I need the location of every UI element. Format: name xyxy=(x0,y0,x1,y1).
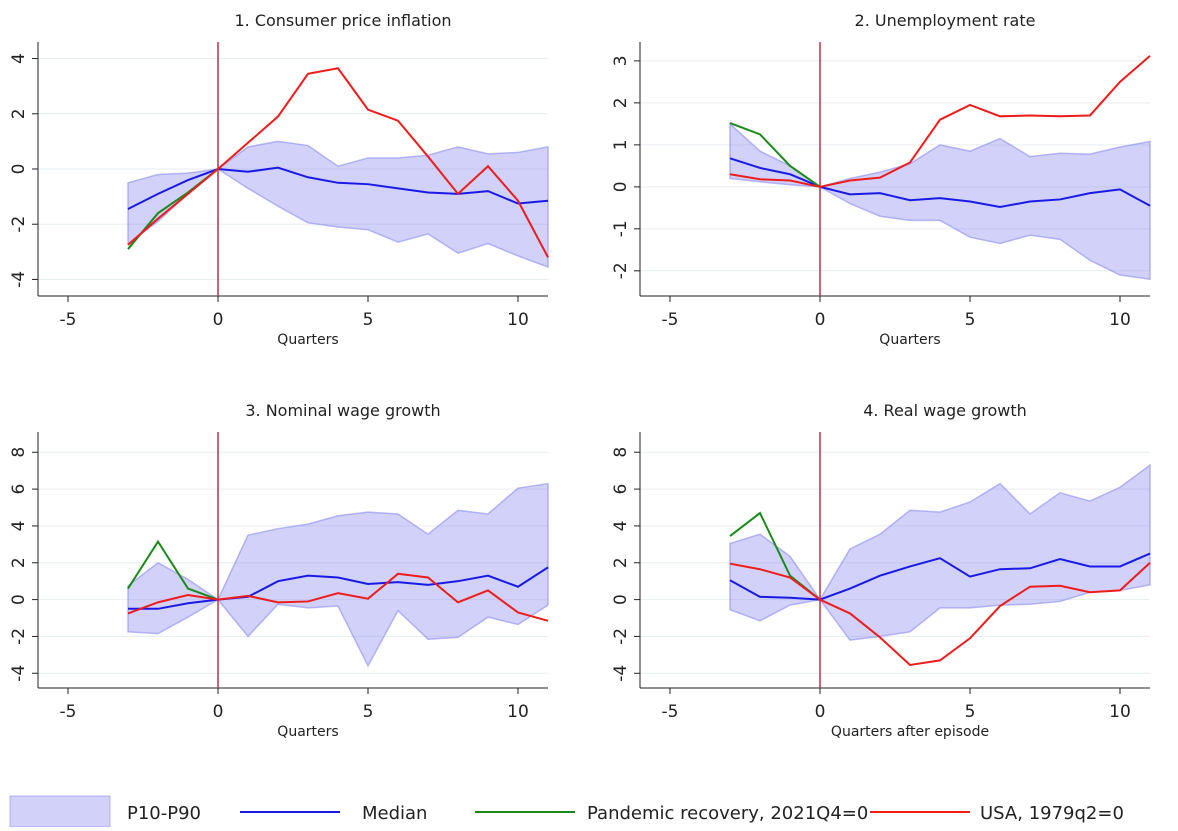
x-tick-label: 0 xyxy=(815,702,826,722)
y-tick-label: 0 xyxy=(9,594,29,605)
x-tick-label: 5 xyxy=(363,310,374,330)
series-line xyxy=(127,166,549,210)
y-tick-label: -2 xyxy=(611,628,631,645)
x-tick-label: 0 xyxy=(815,310,826,330)
legend-label: P10-P90 xyxy=(127,803,201,824)
y-tick-label: 2 xyxy=(9,557,29,568)
x-tick-label: 5 xyxy=(363,702,374,722)
chart-title: 1. Consumer price inflation xyxy=(234,11,451,30)
x-tick-label: 10 xyxy=(1109,702,1131,722)
band xyxy=(127,140,549,269)
x-tick-label: 0 xyxy=(213,702,224,722)
x-axis-label: Quarters after episode xyxy=(831,724,989,740)
legend-label: Pandemic recovery, 2021Q4=0 xyxy=(587,803,868,824)
y-tick-label: 8 xyxy=(611,447,631,458)
y-tick-label: -2 xyxy=(611,262,631,279)
chart-title: 4. Real wage growth xyxy=(863,401,1027,420)
x-tick-label: 5 xyxy=(965,702,976,722)
y-tick-label: 2 xyxy=(611,557,631,568)
series-line xyxy=(729,562,1151,667)
y-tick-label: 6 xyxy=(611,484,631,495)
series-line xyxy=(729,157,1151,209)
series-line xyxy=(729,122,821,188)
chart-title: 2. Unemployment rate xyxy=(855,11,1036,30)
y-tick-label: -1 xyxy=(611,220,631,237)
y-tick-label: -4 xyxy=(9,271,29,288)
y-tick-label: 8 xyxy=(9,447,29,458)
legend-swatch xyxy=(9,795,111,828)
y-tick-label: 2 xyxy=(9,108,29,119)
y-tick-label: 1 xyxy=(611,139,631,150)
series-line xyxy=(128,566,549,610)
y-tick-label: 0 xyxy=(611,181,631,192)
x-axis-label: Quarters xyxy=(879,332,940,348)
y-tick-label: 0 xyxy=(611,594,631,605)
legend-label: USA, 1979q2=0 xyxy=(980,803,1124,824)
y-tick-label: 6 xyxy=(9,484,29,495)
x-tick-label: -5 xyxy=(60,310,77,330)
x-tick-label: -5 xyxy=(662,702,679,722)
x-tick-label: -5 xyxy=(60,702,77,722)
y-tick-label: -2 xyxy=(9,216,29,233)
y-tick-label: -4 xyxy=(9,665,29,682)
series-line xyxy=(127,572,549,622)
legend-label: Median xyxy=(362,803,427,824)
chart-title: 3. Nominal wage growth xyxy=(245,401,440,420)
band xyxy=(127,482,549,668)
series-line xyxy=(127,539,219,601)
x-tick-label: 10 xyxy=(507,310,529,330)
y-tick-label: 4 xyxy=(611,521,631,532)
x-tick-label: 0 xyxy=(213,310,224,330)
series-line xyxy=(729,55,1151,188)
y-tick-label: 2 xyxy=(611,97,631,108)
x-tick-label: 10 xyxy=(1109,310,1131,330)
y-tick-label: -4 xyxy=(611,665,631,682)
series-line xyxy=(729,552,1151,601)
x-tick-label: -5 xyxy=(662,310,679,330)
x-tick-label: 10 xyxy=(507,702,529,722)
y-tick-label: 3 xyxy=(611,55,631,66)
y-tick-label: -2 xyxy=(9,628,29,645)
band xyxy=(729,122,1151,281)
x-axis-label: Quarters xyxy=(277,332,338,348)
y-tick-label: 4 xyxy=(9,521,29,532)
x-tick-label: 5 xyxy=(965,310,976,330)
x-axis-label: Quarters xyxy=(277,724,338,740)
y-tick-label: 4 xyxy=(9,53,29,64)
series-line xyxy=(127,67,549,258)
y-tick-label: 0 xyxy=(9,164,29,175)
band xyxy=(729,463,1151,641)
